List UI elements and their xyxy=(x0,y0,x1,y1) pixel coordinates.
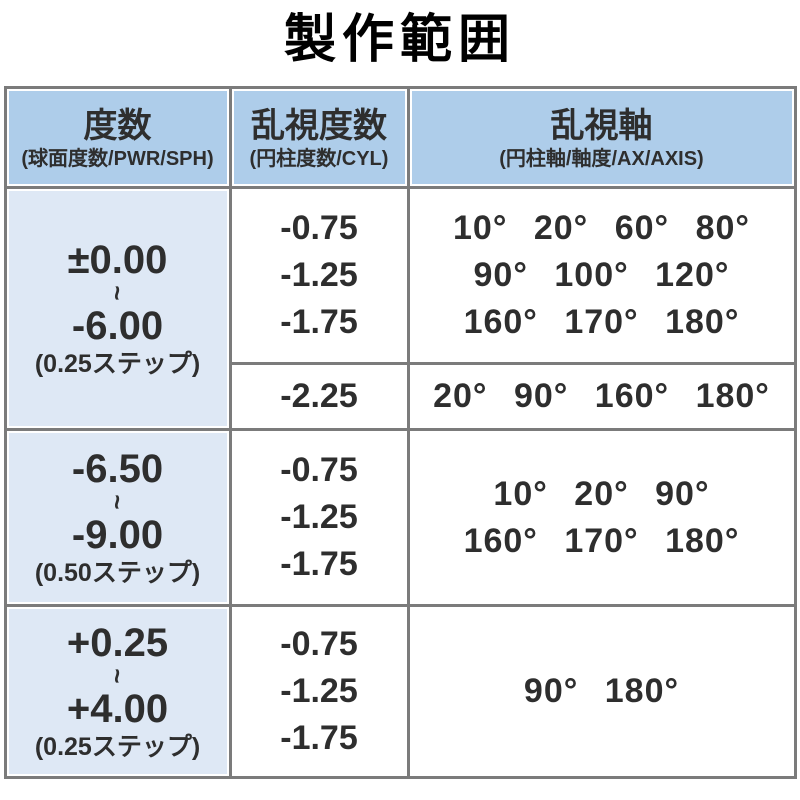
cyl-value: -0.75 xyxy=(280,209,358,247)
cyl-value: -1.75 xyxy=(280,719,358,757)
axis-values: 20° 90° 160° 180° xyxy=(433,377,770,415)
power-to: +4.00 xyxy=(66,686,169,731)
header-cylinder: 乱視度数 (円柱度数/CYL) xyxy=(228,86,410,189)
cylinder-cell-1a: -0.75 -1.25 -1.75 xyxy=(228,186,410,365)
axis-values: 10° 20° 60° 80° xyxy=(453,209,750,247)
power-step: (0.25ステップ) xyxy=(34,349,201,378)
axis-cell-3: 90° 180° xyxy=(406,604,797,779)
cyl-value: -1.25 xyxy=(280,256,358,294)
axis-values: 160° 170° 180° xyxy=(463,521,740,560)
range-tilde: ~ xyxy=(102,493,133,510)
power-step: (0.50ステップ) xyxy=(34,558,201,587)
cyl-value: -1.25 xyxy=(280,672,358,710)
header-power-main: 度数 xyxy=(83,106,152,145)
axis-values: 10° 20° 90° xyxy=(493,474,710,513)
cylinder-cell-2: -0.75 -1.25 -1.75 xyxy=(228,428,410,607)
cylinder-cell-3: -0.75 -1.25 -1.75 xyxy=(228,604,410,779)
cyl-value: -1.25 xyxy=(280,498,358,536)
axis-values: 160° 170° 180° xyxy=(463,303,740,341)
cyl-value: -1.75 xyxy=(280,545,358,583)
power-range-cell-1: ±0.00 ~ -6.00 (0.25ステップ) xyxy=(3,186,232,431)
table-row: +0.25 ~ +4.00 (0.25ステップ) -0.75 -1.25 -1.… xyxy=(3,604,797,779)
axis-cell-1a: 10° 20° 60° 80° 90° 100° 120° 160° 170° … xyxy=(406,186,797,365)
header-axis-main: 乱視軸 xyxy=(550,106,653,145)
power-from: ±0.00 xyxy=(67,237,168,282)
table-row: ±0.00 ~ -6.00 (0.25ステップ) -0.75 -1.25 -1.… xyxy=(3,186,797,431)
header-row: 度数 (球面度数/PWR/SPH) 乱視度数 (円柱度数/CYL) 乱視軸 (円… xyxy=(3,86,797,189)
power-range-cell-3: +0.25 ~ +4.00 (0.25ステップ) xyxy=(3,604,232,779)
header-axis-sub: (円柱軸/軸度/AX/AXIS) xyxy=(499,147,704,170)
page-title: 製作範囲 xyxy=(283,11,516,69)
cyl-value: -2.25 xyxy=(280,377,358,415)
cylinder-cell-1b: -2.25 xyxy=(228,362,410,431)
power-to: -6.00 xyxy=(71,303,164,348)
axis-values: 90° 100° 120° xyxy=(473,256,730,294)
axis-values: 90° 180° xyxy=(523,672,680,710)
header-cylinder-sub: (円柱度数/CYL) xyxy=(249,147,389,170)
table-row: -6.50 ~ -9.00 (0.50ステップ) -0.75 -1.25 -1.… xyxy=(3,428,797,607)
axis-cell-2: 10° 20° 90° 160° 170° 180° xyxy=(406,428,797,607)
power-to: -9.00 xyxy=(71,512,164,557)
header-axis: 乱視軸 (円柱軸/軸度/AX/AXIS) xyxy=(406,86,797,189)
cyl-value: -0.75 xyxy=(280,625,358,663)
table-row: -2.25 20° 90° 160° 180° xyxy=(5,362,797,431)
axis-cell-1b: 20° 90° 160° 180° xyxy=(406,362,797,431)
power-range-cell-2: -6.50 ~ -9.00 (0.50ステップ) xyxy=(3,428,232,607)
cyl-value: -1.75 xyxy=(280,303,358,341)
cyl-value: -0.75 xyxy=(280,451,358,489)
power-from: -6.50 xyxy=(71,446,164,491)
range-tilde: ~ xyxy=(102,667,133,684)
power-step: (0.25ステップ) xyxy=(34,732,201,761)
power-from: +0.25 xyxy=(66,620,169,665)
header-power-sub: (球面度数/PWR/SPH) xyxy=(21,147,214,170)
header-power: 度数 (球面度数/PWR/SPH) xyxy=(3,86,232,189)
range-tilde: ~ xyxy=(102,284,133,301)
header-cylinder-main: 乱視度数 xyxy=(251,106,387,145)
production-range-table: 度数 (球面度数/PWR/SPH) 乱視度数 (円柱度数/CYL) 乱視軸 (円… xyxy=(3,86,797,779)
